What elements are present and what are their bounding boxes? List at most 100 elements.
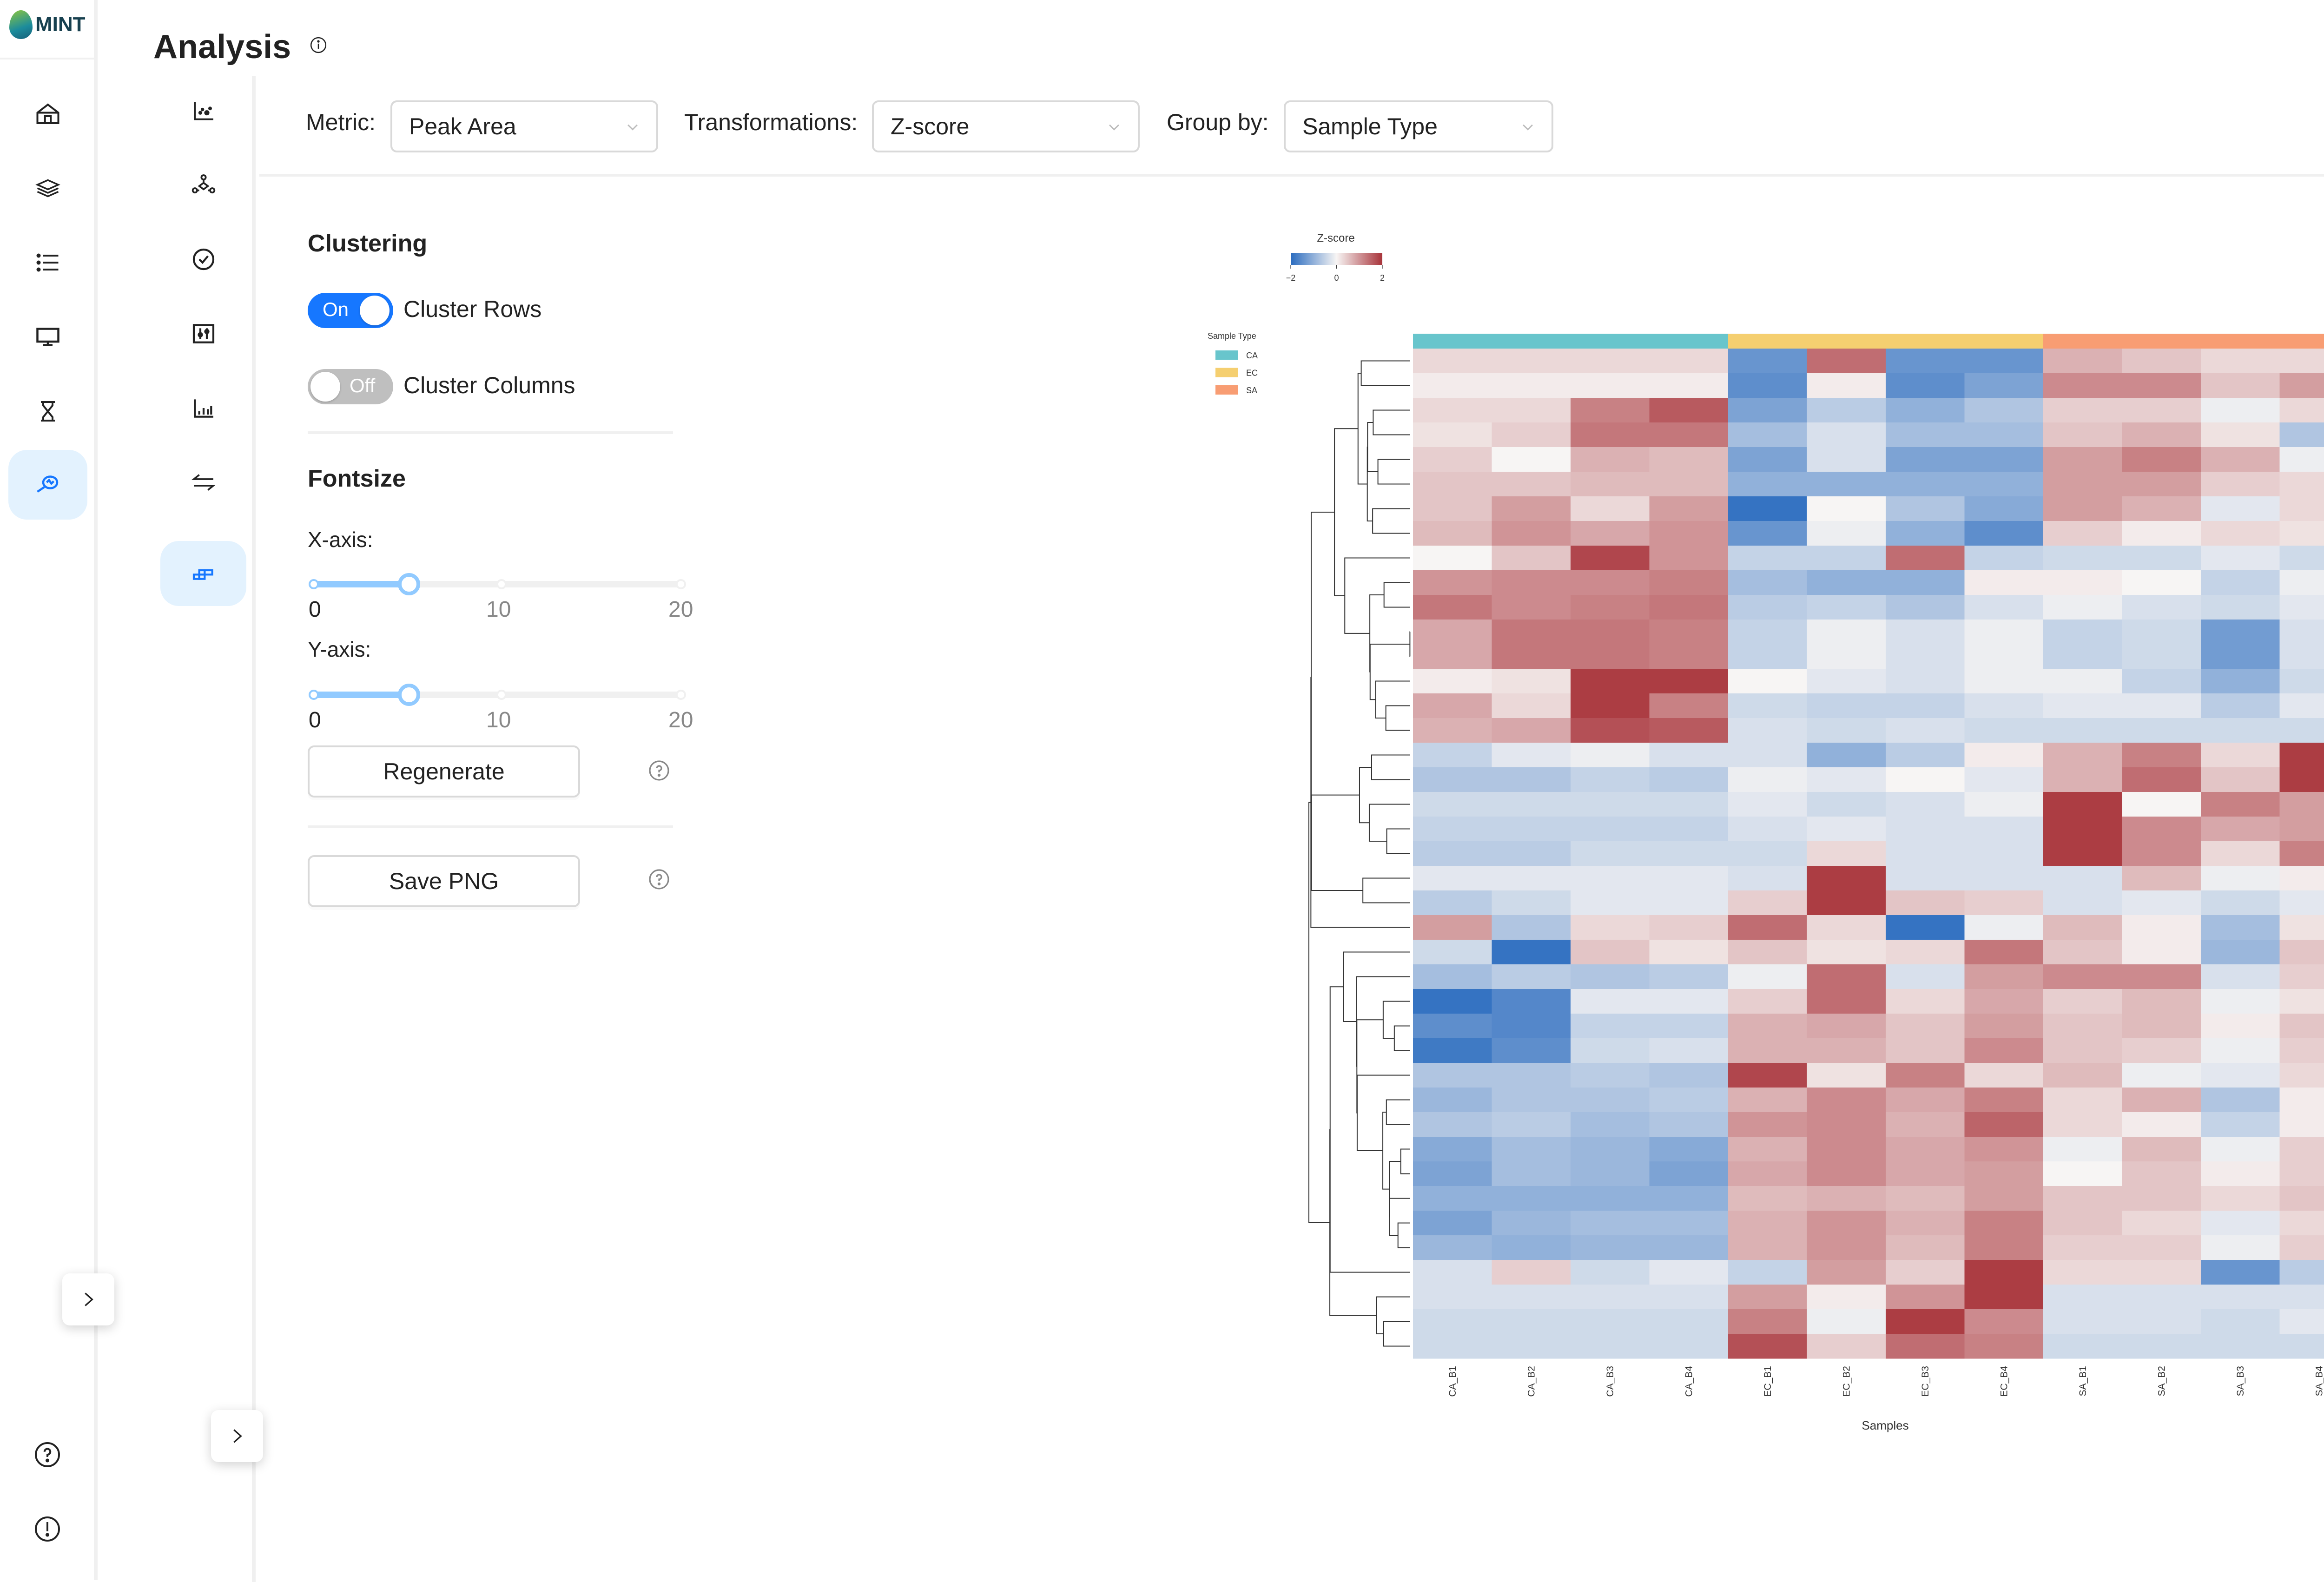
heatmap-cell bbox=[1728, 1038, 1807, 1063]
subnav-bar[interactable] bbox=[160, 376, 246, 441]
chevron-down-icon bbox=[1106, 119, 1122, 135]
heatmap-cell bbox=[2043, 570, 2122, 595]
regenerate-button[interactable]: Regenerate bbox=[308, 745, 580, 798]
heatmap-cell bbox=[1886, 1161, 1965, 1186]
nav-hourglass[interactable] bbox=[8, 376, 87, 446]
heatmap-cell bbox=[1965, 792, 2044, 817]
heatmap-cell bbox=[2201, 1309, 2280, 1334]
annotation-cell-ec bbox=[1807, 334, 1886, 349]
heatmap-cell bbox=[1413, 1334, 1492, 1359]
heatmap-cell bbox=[2043, 940, 2122, 965]
heatmap-cell bbox=[2280, 422, 2324, 448]
help-button[interactable] bbox=[33, 1441, 61, 1469]
legend-swatch-ca bbox=[1215, 350, 1238, 360]
heatmap-cell bbox=[1965, 472, 2044, 497]
heatmap-cell bbox=[1886, 1014, 1965, 1039]
heatmap-cell bbox=[2201, 1260, 2280, 1285]
heatmap-cell bbox=[1650, 1112, 1729, 1137]
heatmap-cell bbox=[2122, 841, 2201, 866]
app-logo[interactable]: MINT bbox=[9, 8, 98, 41]
x-axis-fontsize-slider[interactable] bbox=[308, 572, 687, 600]
column-label: CA_B3 bbox=[1605, 1366, 1616, 1397]
dendrogram-branch bbox=[1384, 1322, 1410, 1346]
heatmap-cell bbox=[1571, 546, 1650, 571]
nav-home[interactable] bbox=[8, 79, 87, 149]
save-png-button[interactable]: Save PNG bbox=[308, 855, 580, 907]
subnav-scatter[interactable] bbox=[160, 78, 246, 143]
heatmap-cell bbox=[1650, 940, 1729, 965]
slider-handle[interactable] bbox=[398, 573, 420, 595]
heatmap-cell bbox=[2043, 890, 2122, 916]
heatmap-cell bbox=[1728, 866, 1807, 891]
y-axis-fontsize-slider[interactable] bbox=[308, 682, 687, 710]
heatmap-cell bbox=[1571, 767, 1650, 792]
heatmap-cell bbox=[1886, 890, 1965, 916]
heatmap-cell bbox=[1650, 398, 1729, 423]
subnav-sliders[interactable] bbox=[160, 301, 246, 366]
annotation-cell-sa bbox=[2280, 334, 2324, 349]
heatmap-cell bbox=[2122, 1260, 2201, 1285]
heatmap-cell bbox=[1571, 817, 1650, 842]
cluster-rows-toggle[interactable]: On bbox=[308, 293, 393, 328]
heatmap-cell bbox=[1886, 422, 1965, 448]
expand-panel-button[interactable] bbox=[211, 1410, 263, 1462]
subnav-heatmap[interactable] bbox=[160, 541, 246, 606]
nav-monitor[interactable] bbox=[8, 302, 87, 372]
feedback-button[interactable] bbox=[33, 1515, 61, 1543]
heatmap-cell bbox=[1650, 1285, 1729, 1310]
transformations-select[interactable]: Z-score bbox=[872, 100, 1140, 152]
heatmap-cell bbox=[2201, 1014, 2280, 1039]
heatmap-cell bbox=[1492, 915, 1571, 940]
subnav-swap[interactable] bbox=[160, 450, 246, 515]
info-icon[interactable] bbox=[310, 36, 327, 54]
dendrogram-branch bbox=[1394, 1026, 1410, 1051]
nav-analysis[interactable] bbox=[8, 450, 87, 520]
heatmap-cell bbox=[1492, 1235, 1571, 1260]
dendrogram-branch bbox=[1311, 512, 1334, 843]
heatmap-cell bbox=[1492, 644, 1571, 669]
heatmap-cell bbox=[2280, 620, 2324, 645]
slider-mark-label: 0 bbox=[309, 597, 321, 622]
question-circle-icon[interactable] bbox=[648, 868, 670, 890]
heatmap-cell bbox=[1650, 546, 1729, 571]
logo-drop-icon bbox=[9, 10, 33, 39]
heatmap-cell bbox=[2122, 1137, 2201, 1162]
heatmap-cell bbox=[1650, 595, 1729, 620]
cluster-columns-toggle[interactable]: Off bbox=[308, 369, 393, 404]
heatmap-cell bbox=[1965, 866, 2044, 891]
heatmap-cell bbox=[1728, 1211, 1807, 1236]
heatmap-cell bbox=[1492, 718, 1571, 743]
heatmap-cell bbox=[1571, 940, 1650, 965]
nav-list[interactable] bbox=[8, 228, 87, 297]
heatmap-cell bbox=[1886, 570, 1965, 595]
heatmap-cell bbox=[1807, 1112, 1886, 1137]
heatmap-cell bbox=[2201, 1112, 2280, 1137]
heatmap-cell bbox=[1413, 349, 1492, 374]
heatmap-cell bbox=[1413, 1186, 1492, 1211]
heatmap-cell bbox=[1492, 1211, 1571, 1236]
nav-layers[interactable] bbox=[8, 153, 87, 223]
groupby-select[interactable]: Sample Type bbox=[1284, 100, 1553, 152]
heatmap-cell bbox=[1886, 718, 1965, 743]
colorbar-title: Z-score bbox=[1317, 232, 1354, 244]
heatmap-cell bbox=[1965, 915, 2044, 940]
heatmap-cell bbox=[2122, 1112, 2201, 1137]
heatmap-cell bbox=[1965, 1038, 2044, 1063]
dendrogram-branch bbox=[1386, 706, 1410, 731]
heatmap-cell bbox=[1807, 743, 1886, 768]
heatmap-cell bbox=[1650, 1161, 1729, 1186]
dendrogram-branch bbox=[1376, 1297, 1410, 1334]
slider-handle[interactable] bbox=[398, 684, 420, 706]
metric-select[interactable]: Peak Area bbox=[390, 100, 658, 152]
heatmap-cell bbox=[1413, 1260, 1492, 1285]
heatmap-cell bbox=[1413, 890, 1492, 916]
subnav-check[interactable] bbox=[160, 227, 246, 292]
question-circle-icon[interactable] bbox=[648, 759, 670, 782]
slider-mark-dot bbox=[676, 579, 686, 589]
colorbar-tick-label: −2 bbox=[1286, 273, 1296, 283]
subnav-molecule[interactable] bbox=[160, 152, 246, 218]
heatmap-cell bbox=[1492, 989, 1571, 1014]
heatmap-cell bbox=[1571, 349, 1650, 374]
heatmap-cell bbox=[1886, 1038, 1965, 1063]
heatmap-cell bbox=[1965, 1161, 2044, 1186]
